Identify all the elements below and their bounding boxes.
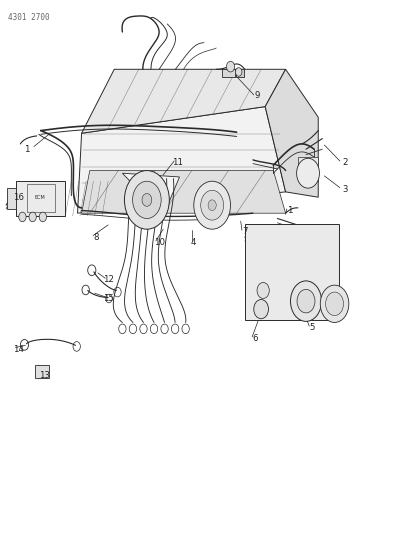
Circle shape (297, 158, 319, 188)
Circle shape (235, 68, 242, 76)
Circle shape (326, 292, 344, 316)
Text: 12: 12 (103, 276, 113, 284)
Text: 1: 1 (24, 145, 29, 154)
Bar (245, 224, 339, 320)
Text: 16: 16 (13, 193, 24, 201)
Text: 8: 8 (93, 233, 99, 241)
Polygon shape (82, 69, 286, 133)
Text: 7: 7 (242, 228, 248, 236)
Bar (222, 69, 235, 77)
Bar (236, 69, 244, 77)
Circle shape (226, 61, 235, 72)
Circle shape (133, 181, 161, 219)
Circle shape (254, 300, 268, 319)
Bar (35, 365, 49, 378)
Polygon shape (265, 69, 318, 197)
Text: 14: 14 (13, 345, 24, 353)
Polygon shape (78, 107, 286, 213)
Text: 13: 13 (40, 372, 50, 380)
Text: 15: 15 (103, 294, 113, 303)
Circle shape (124, 171, 169, 229)
Text: 5: 5 (309, 324, 315, 332)
Text: ECM: ECM (34, 195, 45, 200)
Circle shape (297, 289, 315, 313)
Text: 2: 2 (342, 158, 348, 167)
Circle shape (29, 212, 36, 222)
Circle shape (39, 212, 47, 222)
Circle shape (320, 285, 349, 322)
Polygon shape (82, 171, 286, 213)
Circle shape (142, 193, 152, 206)
Text: 4301 2700: 4301 2700 (8, 13, 50, 22)
Circle shape (201, 190, 224, 220)
Circle shape (290, 281, 322, 321)
Circle shape (194, 181, 231, 229)
Text: 6: 6 (252, 334, 258, 343)
Text: 3: 3 (342, 185, 348, 193)
Bar (7, 188, 16, 209)
Circle shape (257, 282, 269, 298)
Text: 1: 1 (287, 206, 293, 215)
Circle shape (208, 200, 216, 211)
Text: 10: 10 (154, 238, 164, 247)
Text: 4: 4 (191, 238, 197, 247)
Text: 9: 9 (254, 92, 260, 100)
Bar (27, 184, 55, 212)
Bar (16, 181, 65, 216)
Bar (298, 157, 318, 181)
Circle shape (19, 212, 26, 222)
Text: 11: 11 (172, 158, 183, 167)
Polygon shape (122, 173, 180, 216)
